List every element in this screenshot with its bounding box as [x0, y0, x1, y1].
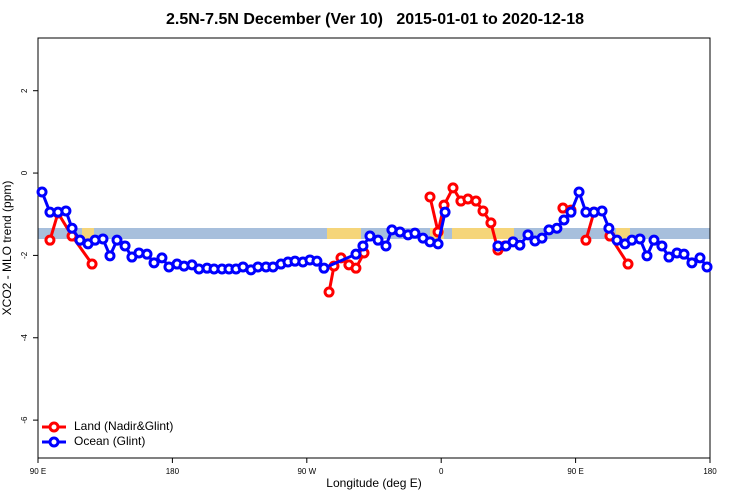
series-line	[48, 211, 94, 265]
point	[66, 222, 78, 234]
legend-marker	[48, 436, 60, 448]
point	[372, 234, 384, 246]
point	[141, 248, 153, 260]
point	[596, 205, 608, 217]
point	[357, 240, 369, 252]
point	[634, 233, 646, 245]
point	[551, 222, 563, 234]
x-tick-label: 180	[703, 467, 717, 476]
point	[432, 238, 444, 250]
point	[648, 234, 660, 246]
point	[565, 206, 577, 218]
point	[573, 186, 585, 198]
point	[678, 248, 690, 260]
point	[439, 206, 451, 218]
legend: Land (Nadir&Glint)Ocean (Glint)	[42, 419, 173, 448]
point	[514, 239, 526, 251]
point	[603, 222, 615, 234]
point	[156, 252, 168, 264]
x-tick-label: 90 E	[30, 467, 46, 476]
y-tick-label: 0	[20, 170, 29, 175]
point	[424, 191, 436, 203]
point	[686, 257, 698, 269]
point	[318, 262, 330, 274]
point	[36, 186, 48, 198]
point	[148, 257, 160, 269]
point	[86, 258, 98, 270]
point	[97, 233, 109, 245]
legend-marker	[48, 421, 60, 433]
point	[447, 182, 459, 194]
point	[60, 205, 72, 217]
y-tick-label: 2	[20, 88, 29, 93]
point	[656, 240, 668, 252]
x-axis-label: Longitude (deg E)	[326, 476, 421, 490]
point	[622, 258, 634, 270]
point	[44, 234, 56, 246]
point	[663, 251, 675, 263]
point	[409, 227, 421, 239]
point	[558, 214, 570, 226]
point	[470, 195, 482, 207]
plot-frame	[37, 37, 711, 459]
point	[536, 232, 548, 244]
point	[485, 217, 497, 229]
point	[311, 255, 323, 267]
point	[364, 230, 376, 242]
point	[641, 250, 653, 262]
point	[580, 234, 592, 246]
legend-label: Land (Nadir&Glint)	[74, 419, 173, 433]
point	[694, 252, 706, 264]
y-tick-label: -4	[20, 334, 29, 342]
point	[477, 205, 489, 217]
point	[701, 261, 713, 273]
y-axis-label: XCO2 - MLO trend (ppm)	[0, 181, 14, 316]
point	[522, 229, 534, 241]
x-tick-label: 0	[439, 467, 444, 476]
x-tick-label: 180	[166, 467, 180, 476]
chart-title: 2.5N-7.5N December (Ver 10) 2015-01-01 t…	[166, 11, 584, 28]
y-tick-label: -2	[20, 251, 29, 259]
x-tick-label: 90 W	[297, 467, 316, 476]
x-tick-label: 90 E	[567, 467, 583, 476]
point	[350, 248, 362, 260]
point	[323, 286, 335, 298]
point	[111, 234, 123, 246]
point	[350, 262, 362, 274]
y-tick-label: -6	[20, 416, 29, 424]
point	[119, 240, 131, 252]
legend-label: Ocean (Glint)	[74, 434, 145, 448]
point	[104, 250, 116, 262]
point	[380, 240, 392, 252]
